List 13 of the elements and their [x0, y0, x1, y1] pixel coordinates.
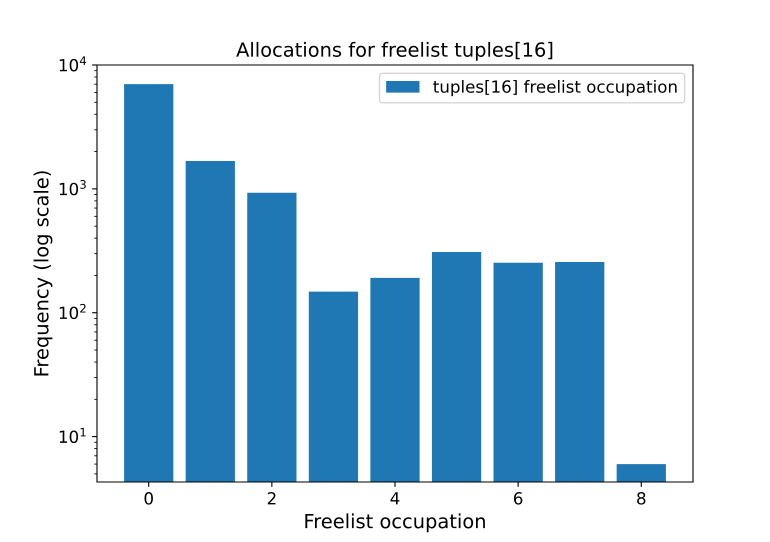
y-tick-label: 10$^{2}$	[60, 304, 86, 320]
chart-title: Allocations for freelist tuples[16]	[236, 42, 552, 61]
x-tick-label: 4	[390, 492, 400, 504]
y-tick-label: 10$^{1}$	[60, 428, 86, 444]
legend-label: tuples[16] freelist occupation	[433, 80, 677, 96]
x-axis-title: Freelist occupation	[305, 513, 485, 532]
x-tick-label: 8	[637, 492, 646, 505]
y-tick-label: 10$^{3}$	[60, 180, 86, 196]
x-tick-label: 2	[268, 492, 276, 504]
y-axis-title: Frequency (log scale)	[34, 171, 52, 376]
y-tick-label: 10$^{4}$	[60, 56, 86, 72]
x-tick-label: 6	[514, 492, 522, 505]
x-tick-label: 0	[144, 492, 153, 505]
